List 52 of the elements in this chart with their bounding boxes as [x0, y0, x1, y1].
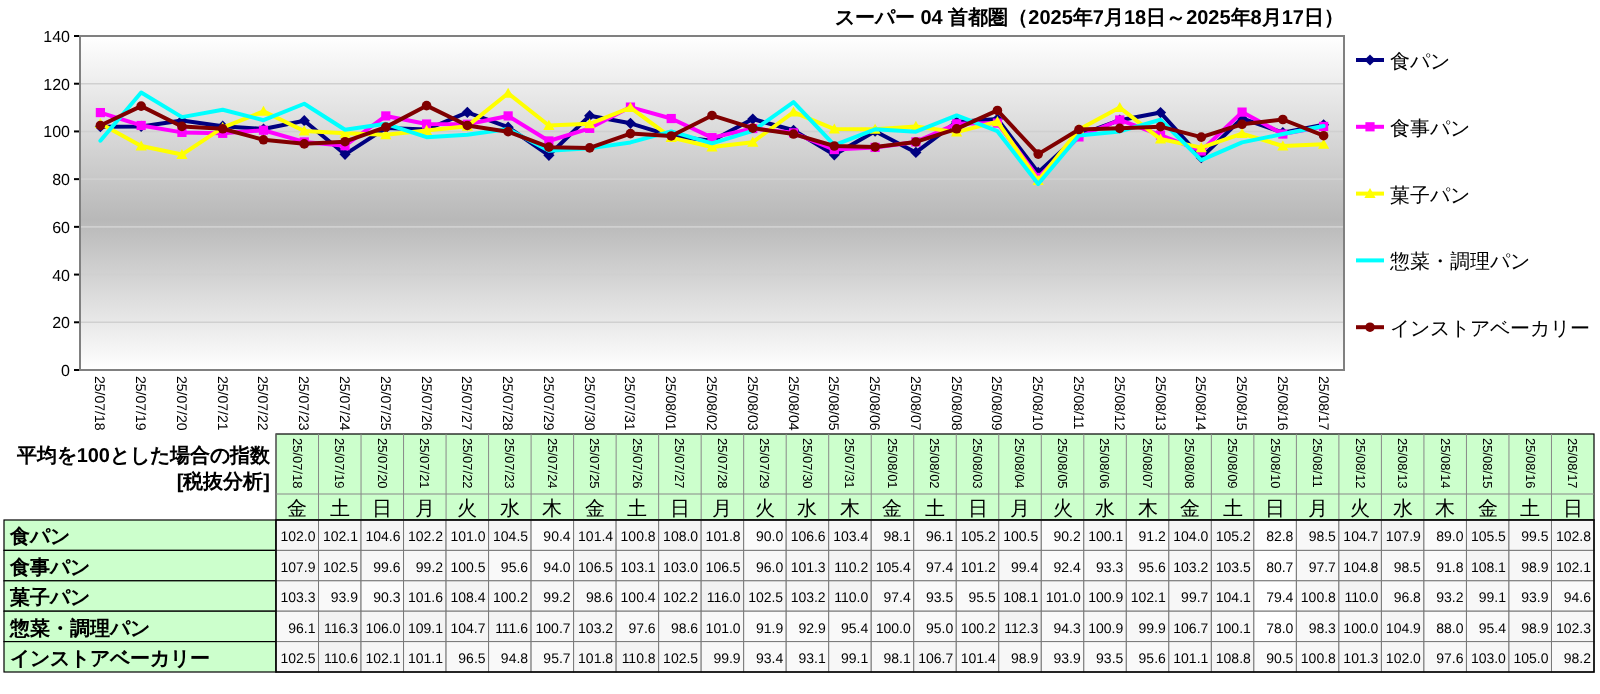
- annotation: 土: [1222, 497, 1243, 521]
- annotation: 金: [584, 497, 605, 521]
- annotation: 火: [1350, 497, 1371, 521]
- annotation: 木: [1435, 497, 1456, 521]
- y-tick-label: 120: [43, 75, 72, 94]
- annotation: 日: [1562, 499, 1583, 521]
- y-tick-label: インストアベーカリー: [10, 649, 210, 671]
- annotation: 日: [1265, 499, 1286, 521]
- legend-label: 食事パン: [1390, 116, 1470, 141]
- y-tick-label: 食パン: [8, 525, 70, 550]
- annotation: 木: [839, 497, 860, 521]
- annotation: 土: [329, 497, 350, 521]
- y-tick-label: 菓子パン: [8, 586, 90, 611]
- y-tick-label: 60: [52, 218, 72, 237]
- y-tick-label: 食事パン: [8, 555, 90, 580]
- annotation: 水: [1392, 497, 1413, 521]
- annotation: 月: [1010, 499, 1031, 521]
- annotation: 月: [414, 499, 435, 521]
- annotation: 月: [712, 499, 733, 521]
- annotation: 月: [1307, 499, 1328, 521]
- annotation: 金: [1180, 497, 1201, 521]
- annotation: 土: [1520, 497, 1541, 521]
- annotation: 日: [967, 499, 988, 521]
- annotation: 金: [1477, 497, 1498, 521]
- annotation: 火: [1052, 497, 1073, 521]
- y-tick-label: 0: [61, 362, 72, 380]
- chart-title: スーパー 04 首都圏（2025年7月18日～2025年8月17日）: [834, 6, 1344, 30]
- y-tick-label: 140: [43, 28, 72, 46]
- annotation: 火: [754, 497, 775, 521]
- annotation: 日: [669, 499, 690, 521]
- annotation: 水: [797, 497, 818, 521]
- annotation: 火: [457, 497, 478, 521]
- y-tick-label: 100: [43, 123, 72, 142]
- text: [税抜分析]: [176, 470, 270, 494]
- annotation: 木: [1137, 497, 1158, 521]
- annotation: 水: [499, 497, 520, 521]
- annotation: 日: [372, 499, 393, 521]
- legend-label: 食パン: [1390, 50, 1450, 74]
- annotation: 金: [287, 497, 308, 521]
- text: 平均を100とした場合の指数: [14, 444, 272, 468]
- annotation: 金: [882, 497, 903, 521]
- annotation: 土: [925, 497, 945, 521]
- annotation: 水: [1095, 497, 1116, 521]
- y-tick-label: 惣菜・調理パン: [8, 616, 150, 641]
- annotation: 土: [627, 497, 648, 521]
- y-tick-label: 40: [52, 266, 72, 285]
- legend-label: 菓子パン: [1390, 183, 1470, 208]
- legend-label: インストアベーカリー: [1390, 319, 1590, 342]
- annotation: 木: [542, 497, 563, 521]
- y-tick-label: 20: [52, 314, 72, 333]
- legend-label: 惣菜・調理パン: [1388, 250, 1530, 275]
- y-tick-label: 80: [52, 171, 72, 190]
